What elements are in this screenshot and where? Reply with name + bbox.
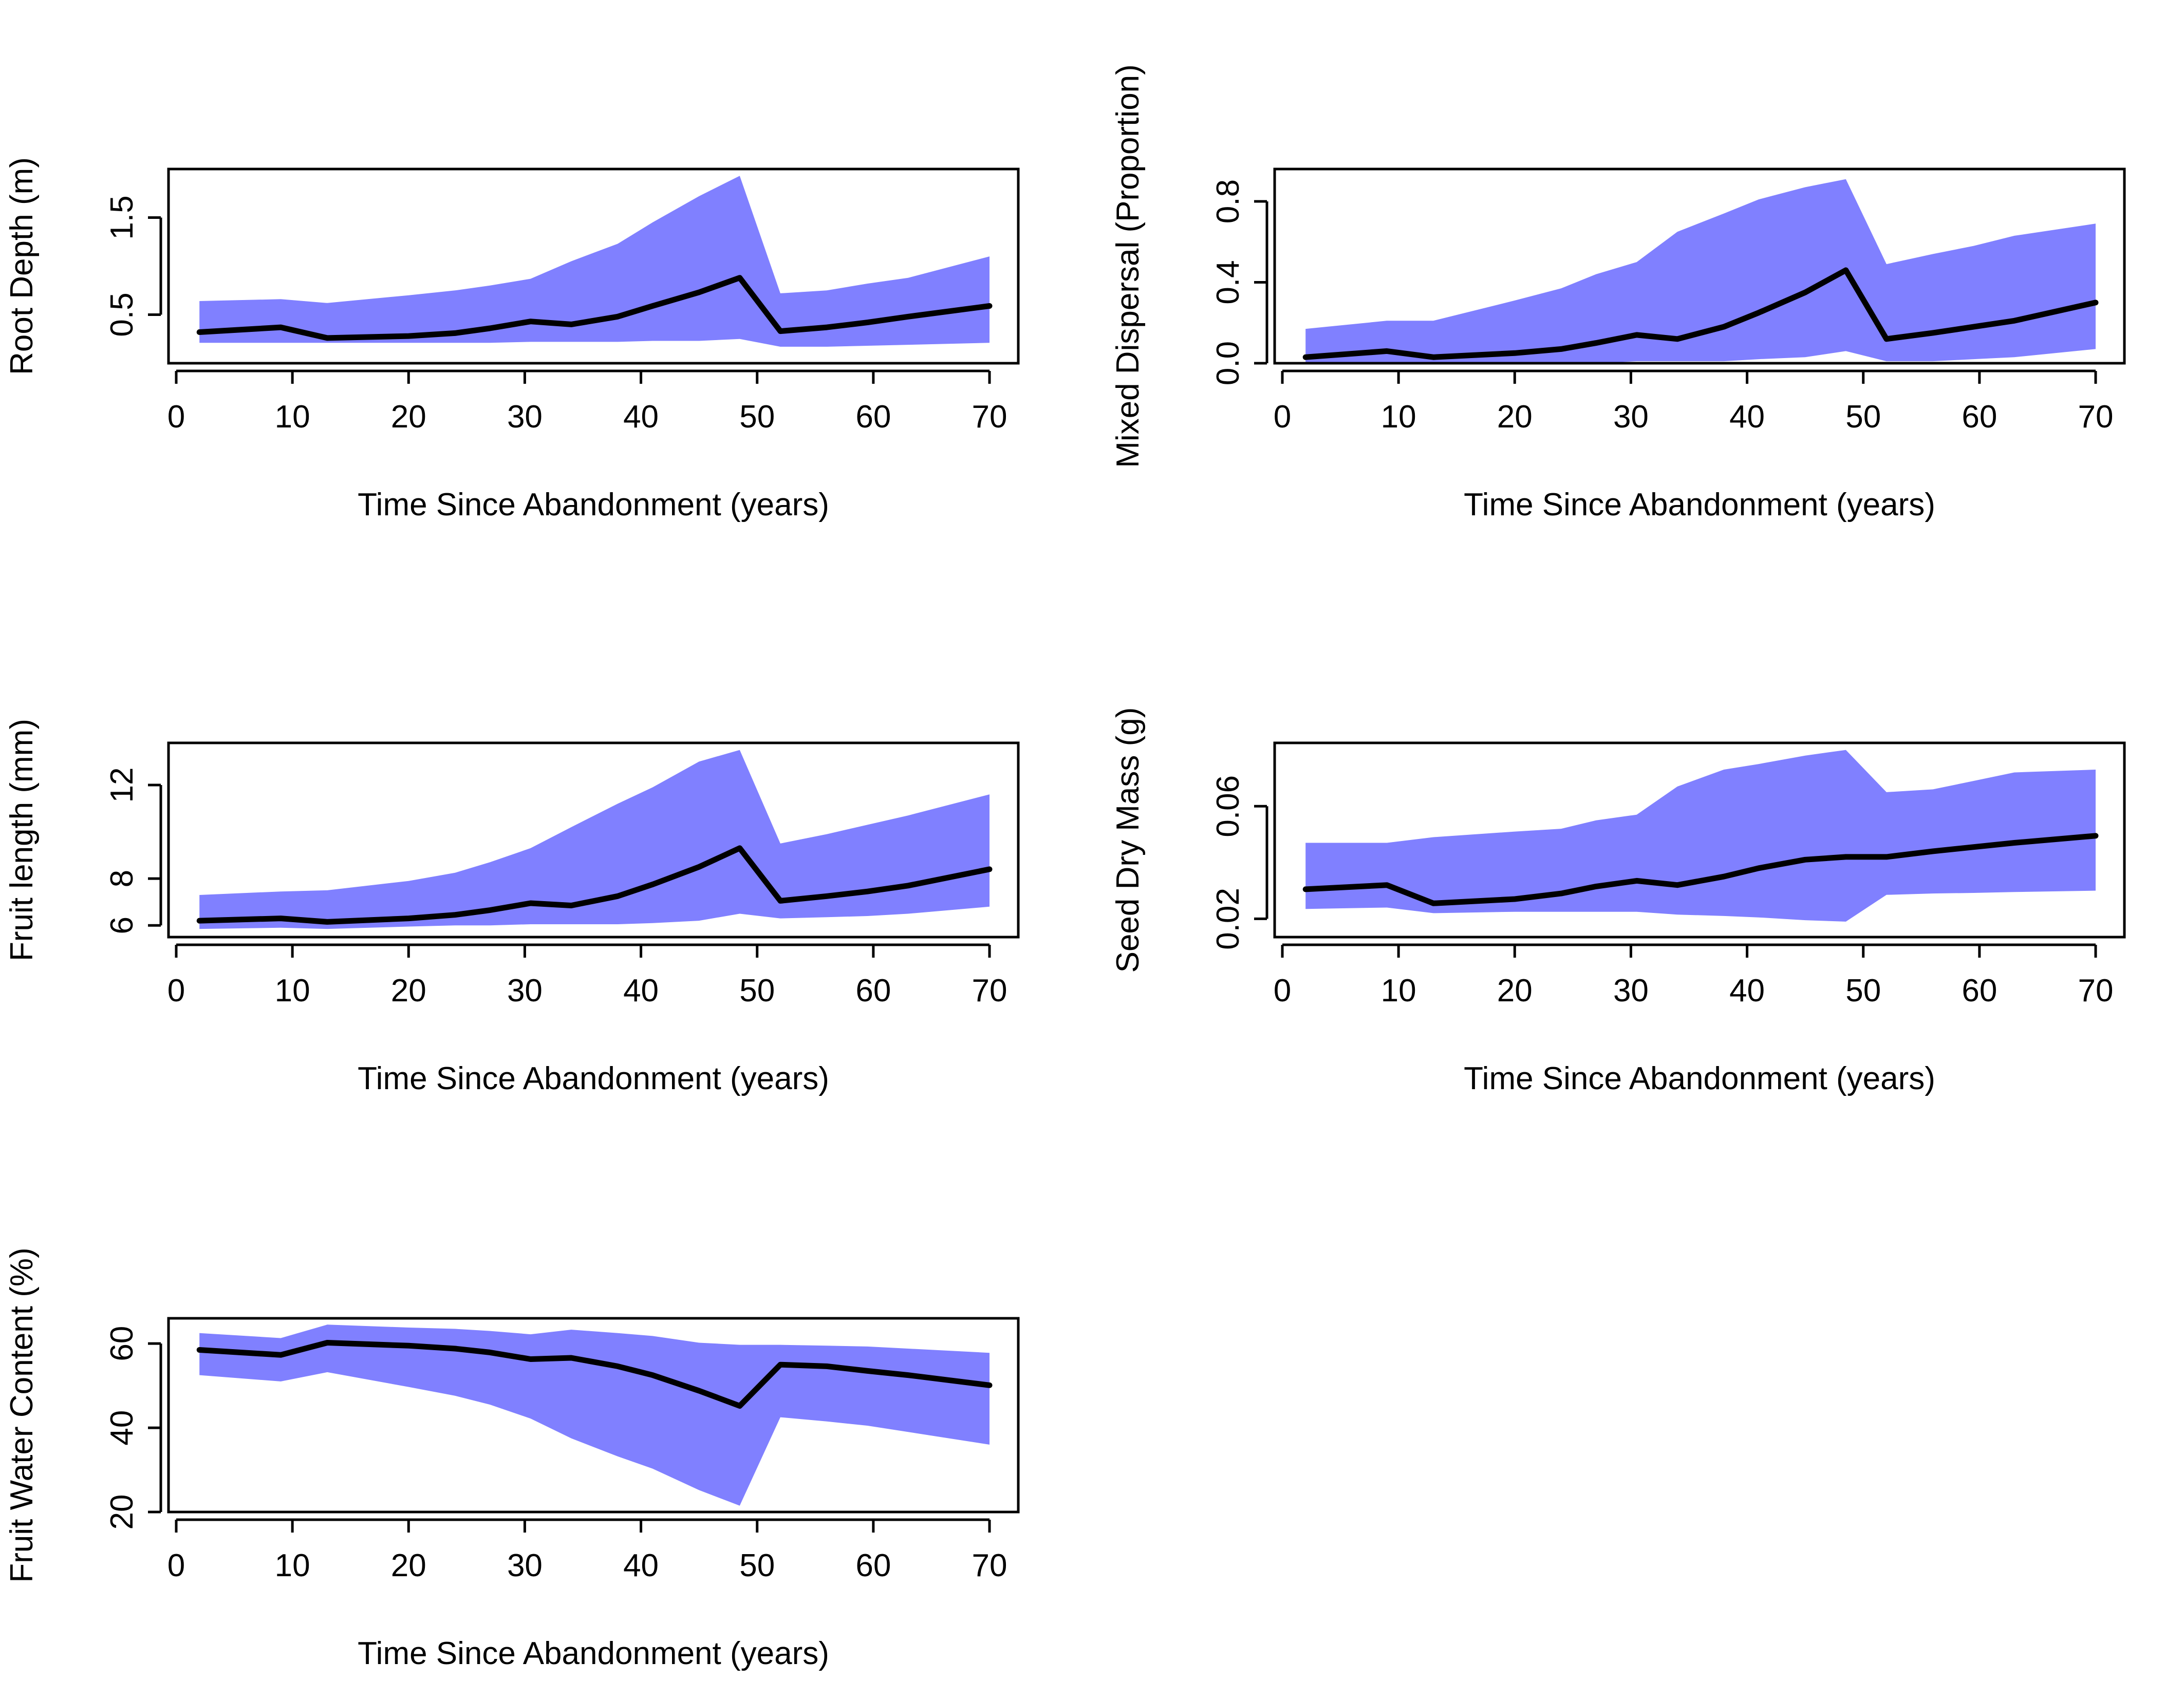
x-tick-label: 70 (972, 399, 1007, 435)
mean-line (1302, 267, 2099, 360)
mean-line (196, 845, 993, 925)
y-tick-label: 0.4 (1210, 260, 1246, 304)
x-tick-label: 10 (1381, 399, 1416, 435)
x-tick-label: 30 (507, 1548, 543, 1583)
x-tick-label: 30 (1613, 973, 1649, 1009)
x-tick-label: 60 (855, 973, 891, 1009)
x-tick-label: 70 (972, 973, 1007, 1009)
y-axis-title: Fruit length (mm) (4, 719, 40, 961)
x-tick-label: 20 (1497, 973, 1533, 1009)
x-tick-label: 20 (1497, 399, 1533, 435)
y-axis-title: Seed Dry Mass (g) (1110, 707, 1146, 973)
x-tick-label: 20 (391, 1548, 426, 1583)
x-tick-label: 20 (391, 973, 426, 1009)
x-tick-label: 10 (1381, 973, 1416, 1009)
x-tick-label: 30 (1613, 399, 1649, 435)
x-tick-label: 0 (167, 1548, 185, 1583)
plot-frame (167, 1317, 1020, 1514)
panel-4: 0 10 20 30 40 50 60 70 0.02 0.06 Time Since Abando… (1110, 707, 2126, 1096)
x-tick-label: 70 (2078, 973, 2114, 1009)
y-tick-label: 0.0 (1210, 341, 1246, 385)
x-tick-label: 40 (1729, 399, 1765, 435)
x-axis-title: Time Since Abandonment (years) (358, 1636, 829, 1671)
x-tick-label: 40 (623, 973, 659, 1009)
y-tick-label: 6 (104, 917, 140, 934)
y-tick-label: 40 (104, 1410, 140, 1446)
mean-line (196, 275, 993, 341)
plot-frame (1273, 741, 2126, 939)
x-tick-label: 10 (275, 973, 310, 1009)
x-tick-label: 40 (623, 1548, 659, 1583)
x-tick-label: 10 (275, 1548, 310, 1583)
y-tick-label: 8 (104, 870, 140, 887)
x-tick-label: 0 (1274, 973, 1291, 1009)
mean-line (1302, 833, 2099, 906)
x-tick-label: 30 (507, 399, 543, 435)
panel-5: 0 10 20 30 40 50 60 70 20 40 60 Time Since Abandonm… (4, 1247, 1020, 1671)
y-tick-label: 0.8 (1210, 179, 1246, 223)
x-tick-label: 50 (1845, 399, 1881, 435)
x-tick-label: 50 (739, 399, 775, 435)
x-tick-label: 60 (855, 399, 891, 435)
y-tick-label: 0.02 (1210, 888, 1246, 950)
confidence-band (1305, 179, 2096, 363)
x-tick-label: 10 (275, 399, 310, 435)
x-tick-label: 60 (1962, 973, 1997, 1009)
y-tick-label: 0.06 (1210, 775, 1246, 837)
x-tick-label: 0 (167, 399, 185, 435)
confidence-band (199, 750, 990, 929)
plot-frame (167, 167, 1020, 365)
x-tick-label: 50 (739, 973, 775, 1009)
mean-line (196, 1340, 993, 1409)
y-axis-title: Mixed Dispersal (Proportion) (1110, 64, 1146, 468)
panel-1: 0 10 20 30 40 50 60 70 0.5 1.5 Time Since Abandonm… (4, 157, 1020, 522)
x-tick-label: 40 (1729, 973, 1765, 1009)
x-tick-label: 60 (1962, 399, 1997, 435)
x-tick-label: 40 (623, 399, 659, 435)
y-tick-label: 0.5 (104, 292, 140, 337)
x-tick-label: 60 (855, 1548, 891, 1583)
x-axis-title: Time Since Abandonment (years) (1464, 487, 1935, 522)
x-tick-label: 50 (1845, 973, 1881, 1009)
y-tick-label: 1.5 (104, 195, 140, 239)
confidence-band (199, 1324, 990, 1506)
panel-3: 0 10 20 30 40 50 60 70 6 8 12 Time Since Abandonmen… (4, 719, 1020, 1096)
x-tick-label: 0 (1274, 399, 1291, 435)
x-axis-title: Time Since Abandonment (years) (358, 487, 829, 522)
x-tick-label: 50 (739, 1548, 775, 1583)
x-tick-label: 20 (391, 399, 426, 435)
y-tick-label: 60 (104, 1326, 140, 1361)
x-tick-label: 30 (507, 973, 543, 1009)
panel-2: 0 10 20 30 40 50 60 70 0.0 0.4 0.8 Time Since Aband… (1110, 64, 2126, 522)
x-tick-label: 70 (2078, 399, 2114, 435)
y-tick-label: 12 (104, 767, 140, 802)
confidence-band (199, 176, 990, 347)
plot-frame (1273, 167, 2126, 365)
x-axis-title: Time Since Abandonment (years) (1464, 1061, 1935, 1096)
y-tick-label: 20 (104, 1495, 140, 1530)
x-tick-label: 70 (972, 1548, 1007, 1583)
y-axis-title: Root Depth (m) (4, 157, 40, 375)
plot-frame (167, 741, 1020, 939)
confidence-band (1305, 750, 2096, 922)
y-axis-title: Fruit Water Content (%) (4, 1247, 40, 1582)
x-axis-title: Time Since Abandonment (years) (358, 1061, 829, 1096)
x-tick-label: 0 (167, 973, 185, 1009)
